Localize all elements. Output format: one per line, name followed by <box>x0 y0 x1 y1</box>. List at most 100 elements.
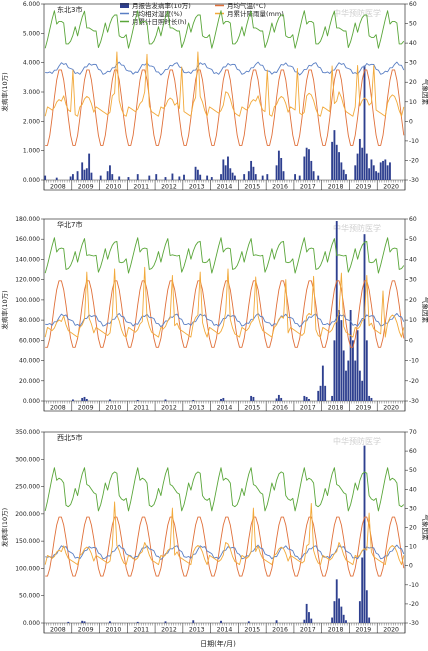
legend: 月报告发病率(10万) 月均气温(°C) 月均相对湿度(%) 月累计降雨量(mm) 月累… <box>120 1 284 26</box>
bar-mark <box>389 162 391 180</box>
watermark-text: 中华预防医学 <box>333 8 381 18</box>
bar-mark <box>338 598 340 623</box>
bar-mark <box>76 171 79 180</box>
x-tick-label: 2019 <box>355 184 371 191</box>
series-line-sun <box>44 10 405 49</box>
y-left-tick-label: 1.000 <box>23 148 40 155</box>
legend-item-rain: 月累计降雨量(mm) <box>215 9 284 18</box>
panel-label: 华北7市 <box>57 220 82 229</box>
x-tick-label: 2017 <box>300 405 316 412</box>
y-right-tick-label: -10 <box>409 582 419 589</box>
x-tick-label: 2009 <box>78 184 94 191</box>
bar-mark <box>368 168 371 180</box>
bar-mark <box>106 171 109 180</box>
chart-panels: 东北3市 中华预防医学0.0001.0002.0003.0004.0005.000… <box>0 1 428 634</box>
x-tick-label: 2009 <box>78 405 94 412</box>
bar-mark <box>72 399 74 401</box>
series-line-rain <box>44 266 405 338</box>
x-tick-label: 2015 <box>244 627 260 634</box>
bar-mark <box>375 171 377 180</box>
x-tick-label: 2015 <box>244 405 260 412</box>
bar-mark <box>210 177 213 180</box>
y-right-axis-title: 气象因素 <box>421 515 428 542</box>
bar-mark <box>305 603 308 623</box>
bar-mark <box>247 621 250 623</box>
bar-mark <box>164 399 167 401</box>
y-left-tick-label: 20.000 <box>19 378 40 385</box>
x-axis-label: 日期(年/月) <box>200 639 236 648</box>
bar-mark <box>155 174 158 180</box>
x-tick-label: 2019 <box>355 405 371 412</box>
bar-mark <box>331 395 334 401</box>
bar-mark <box>220 398 222 401</box>
bar-mark <box>317 175 320 180</box>
bar-mark <box>345 174 347 180</box>
bar-mark <box>266 174 269 180</box>
bar-mark <box>90 172 93 180</box>
bar-mark <box>340 162 343 180</box>
bar-mark <box>319 385 322 401</box>
legend-label-temp: 月均气温(°C) <box>227 1 266 10</box>
series-line-hum <box>45 61 405 76</box>
bar-mark <box>379 162 382 180</box>
bar-mark <box>252 396 255 401</box>
bar-mark <box>354 360 357 401</box>
y-left-axis-title: 发病率(10万) <box>0 72 9 111</box>
bar-mark <box>382 160 384 180</box>
legend-item-hum: 月均相对湿度(%) <box>120 9 182 18</box>
y-left-tick-label: 3.000 <box>23 89 40 96</box>
panel-1: 东北3市 中华预防医学 0.000 1.000 2.000 3.000 4.000 5.000… <box>0 1 428 191</box>
x-tick-label: 2014 <box>217 627 233 634</box>
bar-mark <box>361 380 364 401</box>
bar-mark <box>280 397 283 401</box>
series-line-rain <box>44 51 405 117</box>
panel-2: 华北7市 中华预防医学 0.000 20.000 40.000 60.000 80.000 1… <box>0 216 428 412</box>
bar-mark <box>345 620 347 623</box>
bar-mark <box>317 390 320 401</box>
bar-mark <box>342 614 345 623</box>
y-right-tick-label: -20 <box>409 601 419 608</box>
y-right-tick-label: 10 <box>409 544 417 551</box>
bar-mark <box>356 330 359 401</box>
bar-mark <box>178 176 181 180</box>
bar-mark <box>358 370 361 401</box>
bar-mark <box>347 360 350 401</box>
bar-mark <box>331 141 334 180</box>
x-tick-label: 2020 <box>383 184 399 191</box>
bar-mark <box>308 149 310 180</box>
y-left-tick-label: 100.000 <box>15 297 40 304</box>
bar-mark <box>303 156 306 180</box>
x-tick-label: 2013 <box>189 184 205 191</box>
bar-mark <box>342 169 345 180</box>
bar-mark <box>192 399 195 401</box>
x-tick-label: 2019 <box>355 627 371 634</box>
y-left-tick-label: 6.000 <box>23 1 40 8</box>
y-right-tick-label: 40 <box>409 40 417 47</box>
bar-mark <box>370 397 373 401</box>
bar-mark <box>164 177 167 180</box>
panel-label: 西北5市 <box>57 433 82 442</box>
x-tick-label: 2018 <box>328 627 344 634</box>
bar-mark <box>118 176 121 180</box>
bar-mark <box>365 153 368 180</box>
y-right-tick-label: -30 <box>409 398 419 405</box>
x-tick-label: 2020 <box>383 405 399 412</box>
y-right-tick-label: -10 <box>409 358 419 365</box>
bar-mark <box>111 174 114 180</box>
bar-mark <box>55 177 58 180</box>
bar-mark <box>368 617 371 623</box>
y-left-tick-label: 250.000 <box>15 484 40 491</box>
y-left-axis-title: 发病率(10万) <box>0 290 9 329</box>
bar-mark <box>335 579 338 623</box>
y-right-tick-label: 0 <box>409 118 413 125</box>
y-left-tick-label: 60.000 <box>19 337 40 344</box>
x-tick-label: 2008 <box>50 627 66 634</box>
bar-mark <box>338 152 340 180</box>
legend-label-rain: 月累计降雨量(mm) <box>227 9 284 18</box>
y-right-tick-label: -20 <box>409 157 419 164</box>
bar-mark <box>277 150 280 180</box>
y-left-tick-label: 0.000 <box>23 398 40 405</box>
y-left-tick-label: 2.000 <box>23 118 40 125</box>
y-right-tick-label: 10 <box>409 317 417 324</box>
bar-mark <box>81 162 84 180</box>
